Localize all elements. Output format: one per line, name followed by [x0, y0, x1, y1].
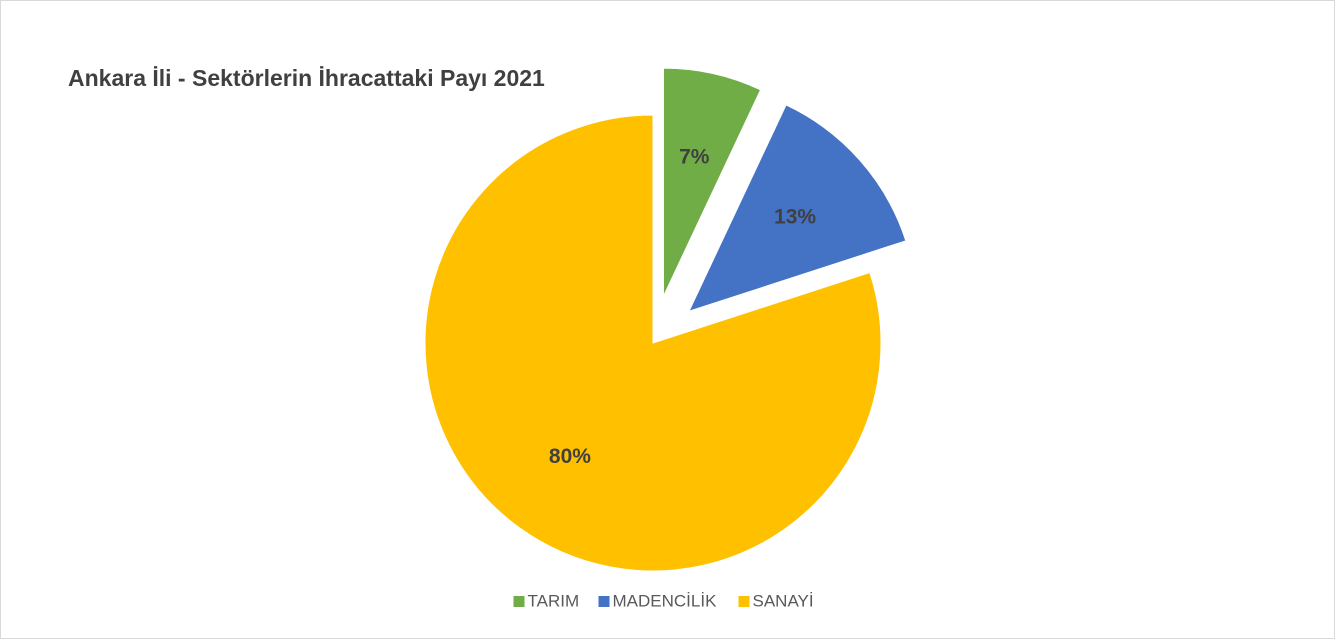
pie-slice [688, 104, 907, 313]
pie-slice [424, 114, 882, 572]
legend-label: TARIM [528, 591, 580, 610]
pie-slice [662, 67, 762, 297]
legend-swatch [738, 596, 750, 607]
chart-title: Ankara İli - Sektörlerin İhracattaki Pay… [68, 65, 545, 91]
legend-swatch [513, 596, 525, 607]
data-label: 7% [679, 146, 710, 169]
data-label: 13% [774, 205, 816, 228]
legend-swatch [598, 596, 610, 607]
legend-label: SANAYİ [753, 591, 814, 610]
data-label: 80% [549, 445, 591, 468]
legend-label: MADENCİLİK [613, 591, 718, 610]
